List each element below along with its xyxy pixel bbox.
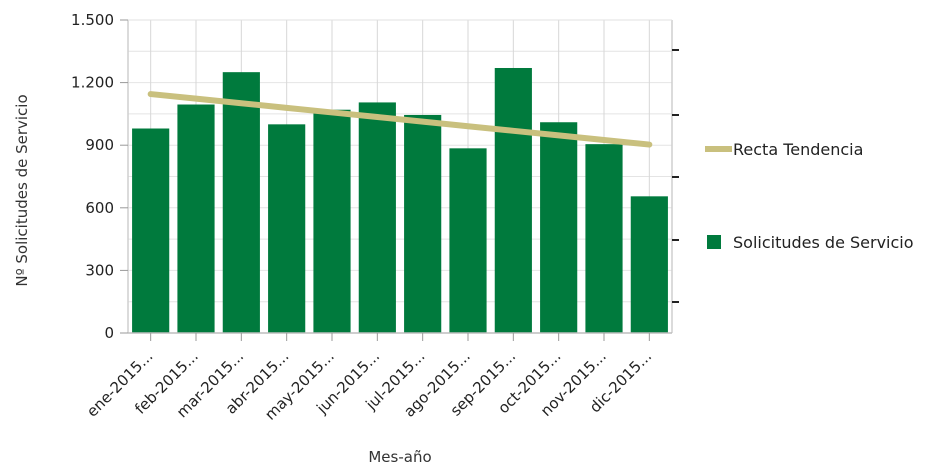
y-tick-label: 600 (85, 199, 114, 217)
bar[interactable] (222, 72, 260, 334)
y-tick-label: 900 (85, 136, 114, 154)
bar[interactable] (268, 124, 306, 333)
y-tick-label: 0 (104, 324, 114, 342)
bar[interactable] (540, 122, 578, 333)
legend-item-requests[interactable]: Solicitudes de Servicio (707, 233, 914, 252)
y-tick-label: 300 (85, 261, 114, 279)
bar[interactable] (313, 109, 351, 333)
legend: Recta Tendencia Solicitudes de Servicio (705, 140, 914, 252)
bar[interactable] (449, 148, 487, 333)
y-tick-label: 1.200 (71, 74, 114, 92)
bar[interactable] (585, 144, 623, 333)
bar[interactable] (177, 104, 215, 333)
legend-label-requests: Solicitudes de Servicio (733, 233, 914, 252)
legend-label-trend: Recta Tendencia (733, 140, 863, 159)
legend-item-trend[interactable]: Recta Tendencia (705, 140, 863, 159)
bar[interactable] (358, 102, 396, 333)
bar[interactable] (494, 67, 532, 333)
x-axis-title: Mes-año (368, 448, 431, 466)
bar[interactable] (630, 196, 668, 333)
trend-line-layer (147, 91, 653, 148)
bar[interactable] (404, 114, 442, 334)
y-tick-label: 1.500 (71, 11, 114, 29)
y-axis-title: Nº Solicitudes de Servicio (13, 94, 31, 286)
bars-layer (132, 67, 668, 334)
trend-line[interactable] (147, 91, 653, 148)
bar[interactable] (132, 128, 170, 333)
legend-bar-swatch (707, 235, 721, 249)
